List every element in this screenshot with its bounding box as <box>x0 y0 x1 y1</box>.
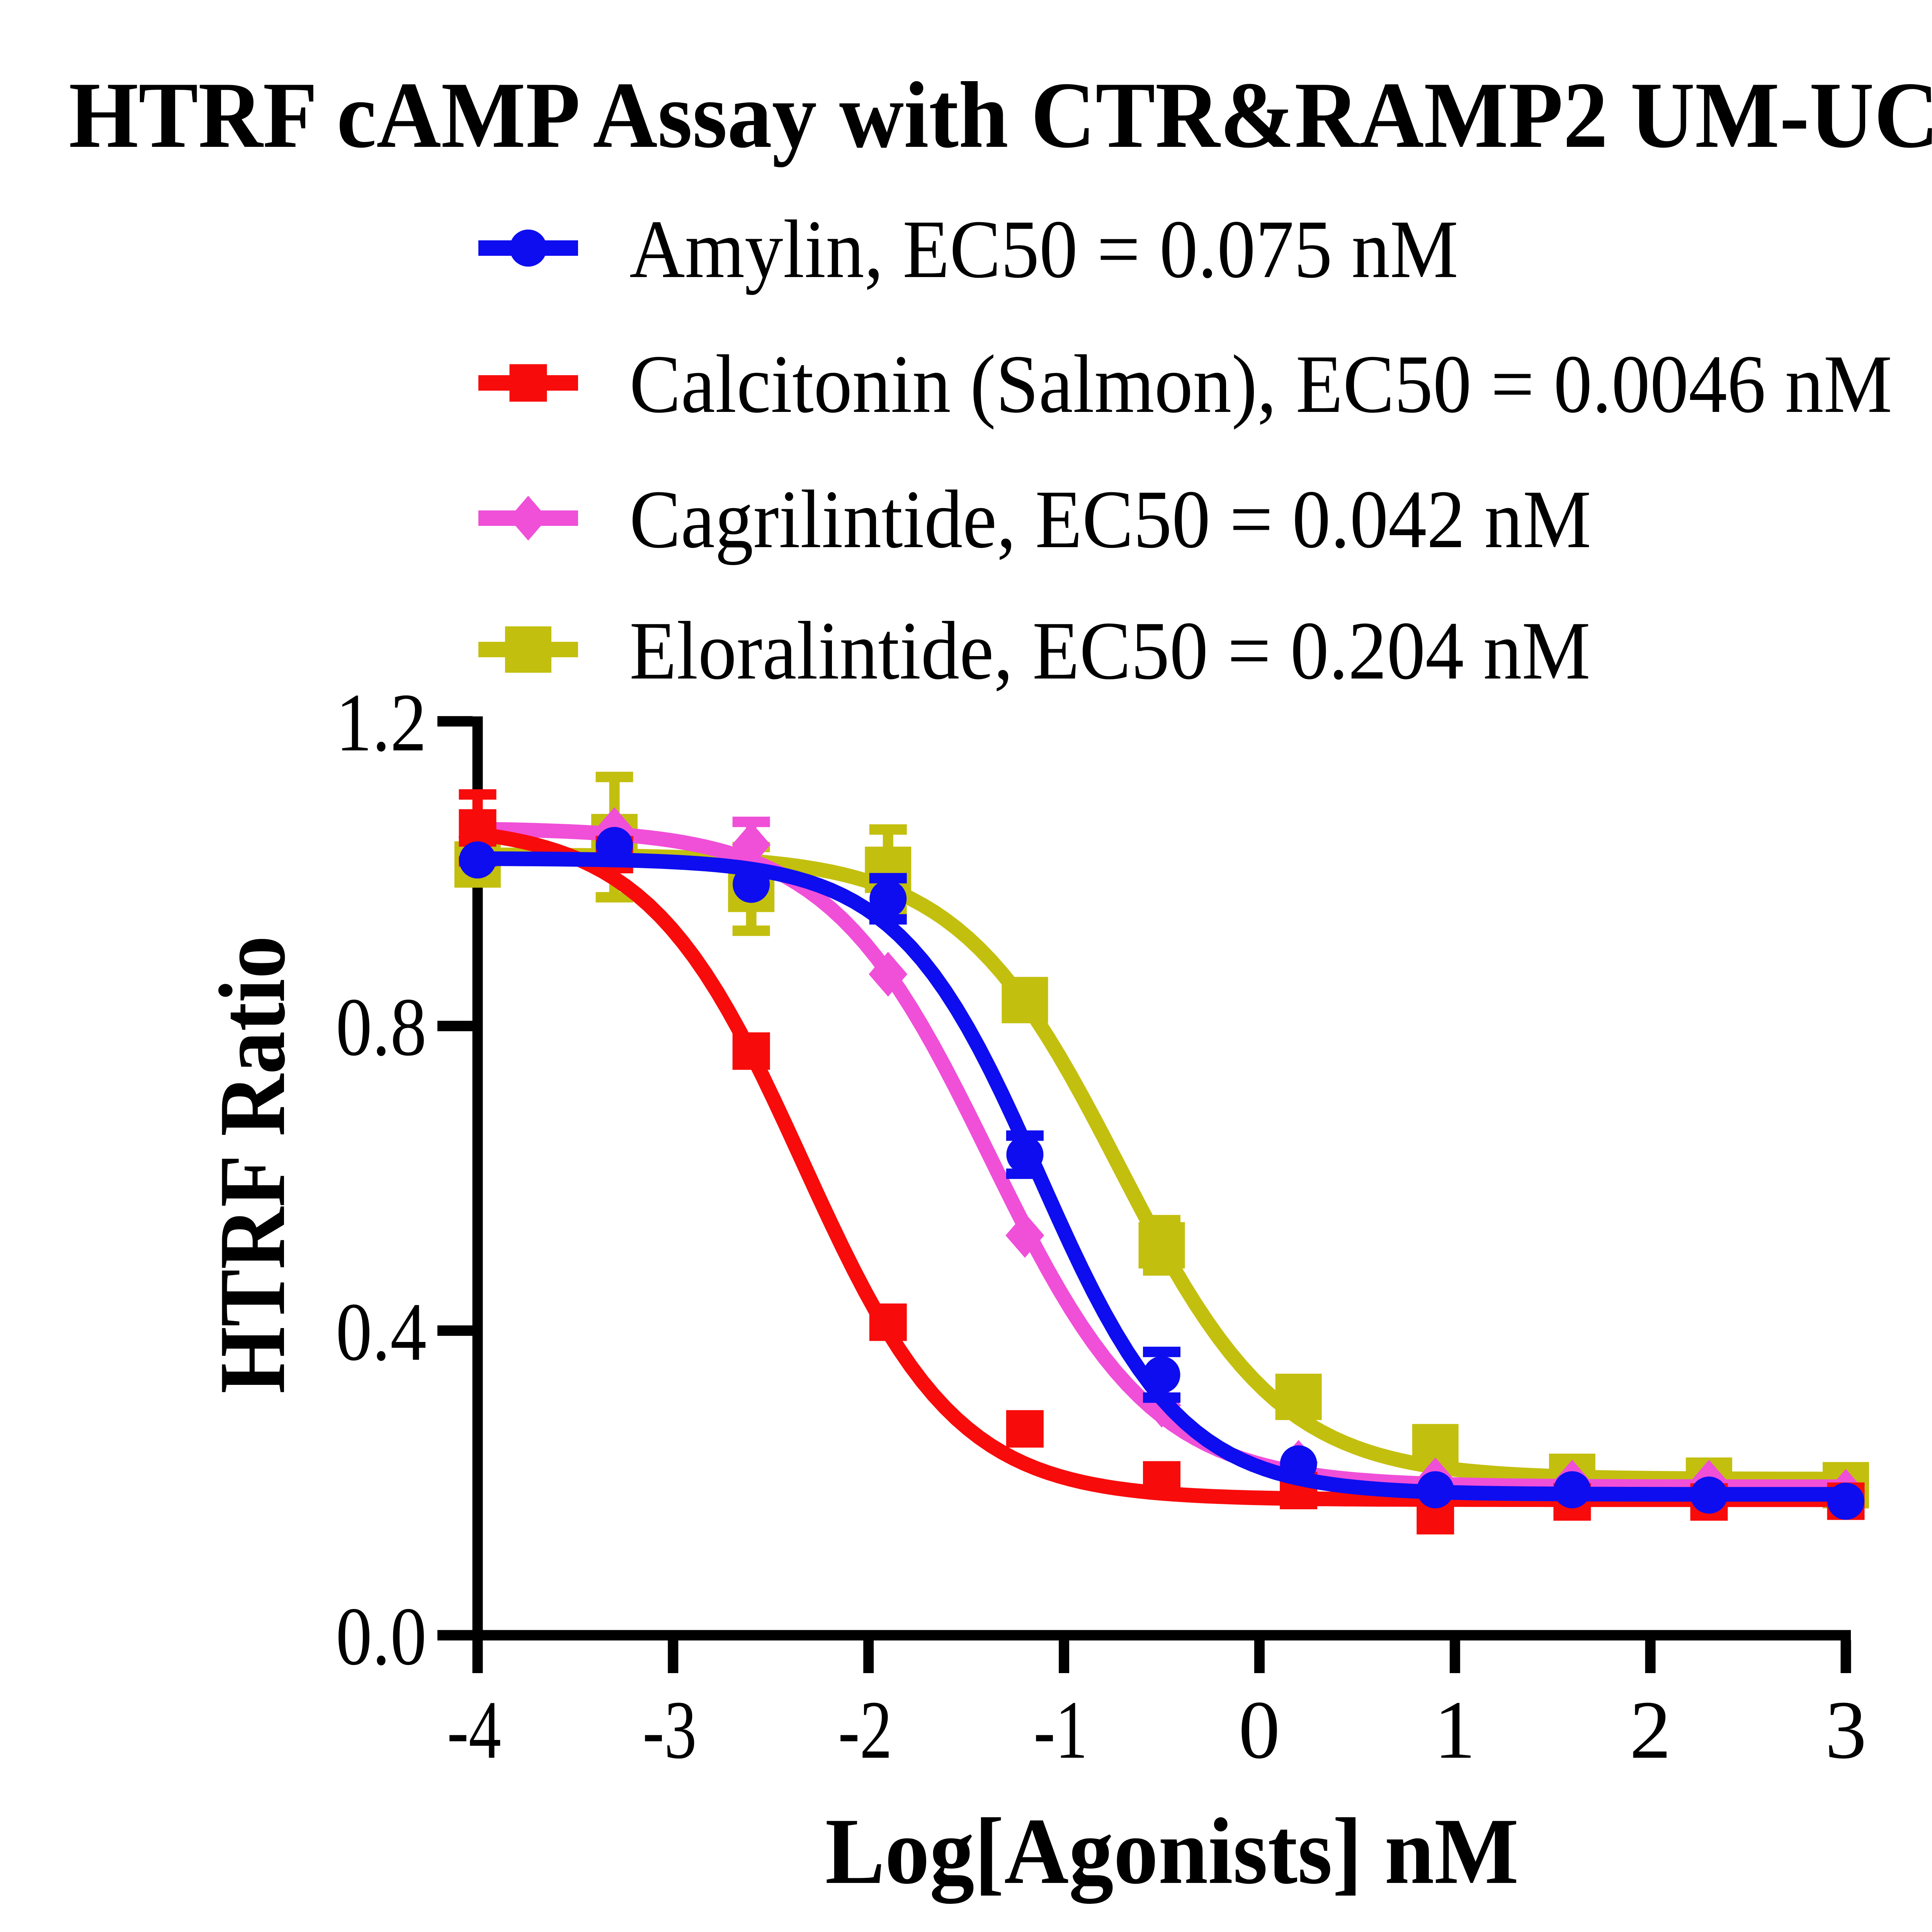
svg-text:HTRF cAMP Assay with CTR&RAMP2: HTRF cAMP Assay with CTR&RAMP2 UM-UC-3 (… <box>69 63 1932 167</box>
svg-text:Eloralintide, EC50 = 0.204 nM: Eloralintide, EC50 = 0.204 nM <box>629 604 1590 697</box>
svg-text:Log[Agonists] nM: Log[Agonists] nM <box>825 1799 1519 1904</box>
svg-text:HTRF Ratio: HTRF Ratio <box>200 936 304 1394</box>
svg-text:-1: -1 <box>1034 1684 1088 1776</box>
svg-text:0.0: 0.0 <box>336 1590 427 1682</box>
svg-text:0: 0 <box>1238 1684 1280 1776</box>
svg-text:Cagrilintide, EC50 = 0.042 nM: Cagrilintide, EC50 = 0.042 nM <box>629 473 1591 565</box>
svg-text:-4: -4 <box>447 1684 501 1776</box>
svg-text:2: 2 <box>1629 1684 1671 1776</box>
svg-text:3: 3 <box>1825 1684 1867 1776</box>
svg-text:0.4: 0.4 <box>336 1286 427 1378</box>
svg-text:0.8: 0.8 <box>336 981 427 1073</box>
svg-text:1: 1 <box>1434 1684 1476 1776</box>
svg-text:Amylin, EC50 = 0.075 nM: Amylin, EC50 = 0.075 nM <box>629 203 1458 295</box>
svg-text:-2: -2 <box>838 1684 892 1776</box>
svg-text:-3: -3 <box>643 1684 697 1776</box>
svg-text:1.2: 1.2 <box>336 676 427 769</box>
svg-text:Calcitonin (Salmon), EC50 = 0.: Calcitonin (Salmon), EC50 = 0.0046 nM <box>629 338 1892 430</box>
